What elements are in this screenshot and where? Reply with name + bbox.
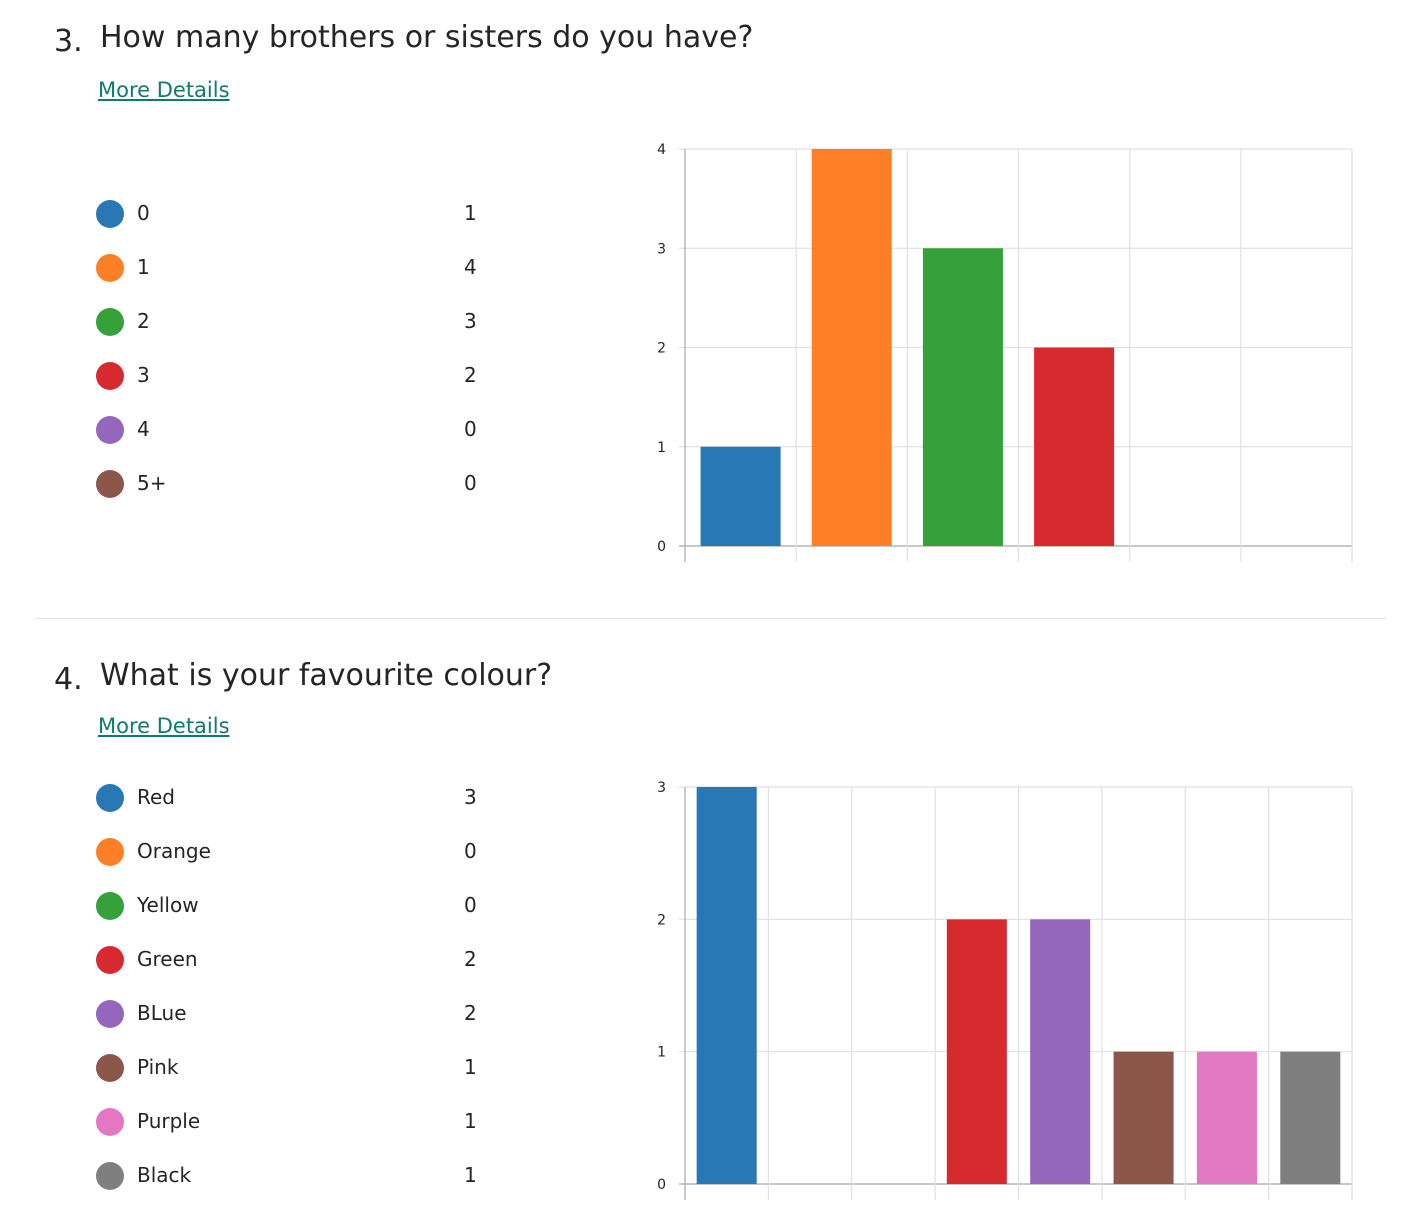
- legend-item: Purple 1: [96, 1107, 496, 1137]
- legend-label: Orange: [137, 839, 211, 863]
- legend-label: Yellow: [137, 893, 199, 917]
- legend-item: Black 1: [96, 1161, 496, 1191]
- question-title: What is your favourite colour?: [100, 658, 553, 693]
- legend-item: 5+ 0: [96, 469, 496, 499]
- legend-item: Orange 0: [96, 837, 496, 867]
- legend-label: 4: [137, 417, 150, 441]
- bar-purple[interactable]: [1196, 1051, 1257, 1184]
- bar-green[interactable]: [946, 919, 1007, 1184]
- y-tick-label: 3: [657, 241, 666, 257]
- bar-2[interactable]: [922, 248, 1003, 546]
- legend-item: Red 3: [96, 783, 496, 813]
- legend-count: 2: [464, 1001, 477, 1025]
- bar-blue[interactable]: [1030, 919, 1091, 1184]
- legend-label: Pink: [137, 1055, 179, 1079]
- legend-item: BLue 2: [96, 999, 496, 1029]
- legend-count: 1: [464, 1163, 477, 1187]
- color-dot-icon: [96, 1054, 124, 1082]
- legend-count: 2: [464, 363, 477, 387]
- color-dot-icon: [96, 1108, 124, 1136]
- bar-0[interactable]: [700, 446, 781, 546]
- color-dot-icon: [96, 1000, 124, 1028]
- y-tick-label: 2: [657, 341, 666, 357]
- question-number: 4.: [54, 662, 83, 697]
- legend-item: Yellow 0: [96, 891, 496, 921]
- y-tick-label: 0: [657, 539, 666, 555]
- color-dot-icon: [96, 892, 124, 920]
- legend-label: 3: [137, 363, 150, 387]
- y-tick-label: 0: [657, 1177, 666, 1193]
- legend-count: 1: [464, 201, 477, 225]
- bar-red[interactable]: [696, 787, 757, 1184]
- legend-count: 1: [464, 1109, 477, 1133]
- legend-item: Pink 1: [96, 1053, 496, 1083]
- legend-label: 5+: [137, 471, 167, 495]
- legend-count: 0: [464, 839, 477, 863]
- question-title: How many brothers or sisters do you have…: [100, 20, 754, 55]
- y-tick-label: 3: [657, 780, 666, 796]
- color-dot-icon: [96, 1162, 124, 1190]
- color-dot-icon: [96, 200, 124, 228]
- color-dot-icon: [96, 946, 124, 974]
- legend-count: 3: [464, 309, 477, 333]
- legend-label: Red: [137, 785, 175, 809]
- legend-label: Green: [137, 947, 198, 971]
- legend-count: 1: [464, 1055, 477, 1079]
- bar-chart-svg: 0 1 2 3: [657, 780, 1353, 1200]
- color-dot-icon: [96, 254, 124, 282]
- y-tick-label: 1: [657, 1045, 666, 1061]
- legend-label: 2: [137, 309, 150, 333]
- legend-label: Black: [137, 1163, 192, 1187]
- more-details-link[interactable]: More Details: [98, 714, 230, 738]
- bar-3[interactable]: [1034, 347, 1115, 547]
- legend-label: Purple: [137, 1109, 201, 1133]
- bar-chart: 0 1 2 3: [640, 768, 1360, 1208]
- legend-label: 0: [137, 201, 150, 225]
- legend-label: BLue: [137, 1001, 187, 1025]
- legend-count: 0: [464, 893, 477, 917]
- more-details-link[interactable]: More Details: [98, 78, 230, 102]
- question-number: 3.: [54, 24, 83, 59]
- color-dot-icon: [96, 838, 124, 866]
- color-dot-icon: [96, 784, 124, 812]
- bar-chart: 0 1 2 3 4: [640, 130, 1360, 570]
- bar-chart-svg: 0 1 2 3 4: [657, 142, 1353, 562]
- bar-black[interactable]: [1280, 1051, 1341, 1184]
- bar-1[interactable]: [811, 149, 892, 546]
- color-dot-icon: [96, 470, 124, 498]
- section-divider: [36, 618, 1386, 619]
- legend-item: Green 2: [96, 945, 496, 975]
- legend-count: 3: [464, 785, 477, 809]
- legend-count: 4: [464, 255, 477, 279]
- color-dot-icon: [96, 308, 124, 336]
- y-tick-label: 4: [657, 142, 666, 158]
- y-tick-label: 2: [657, 912, 666, 928]
- legend-count: 0: [464, 471, 477, 495]
- y-tick-label: 1: [657, 440, 666, 456]
- legend-count: 0: [464, 417, 477, 441]
- bar-pink[interactable]: [1113, 1051, 1174, 1184]
- color-dot-icon: [96, 416, 124, 444]
- legend-label: 1: [137, 255, 150, 279]
- legend-count: 2: [464, 947, 477, 971]
- color-dot-icon: [96, 362, 124, 390]
